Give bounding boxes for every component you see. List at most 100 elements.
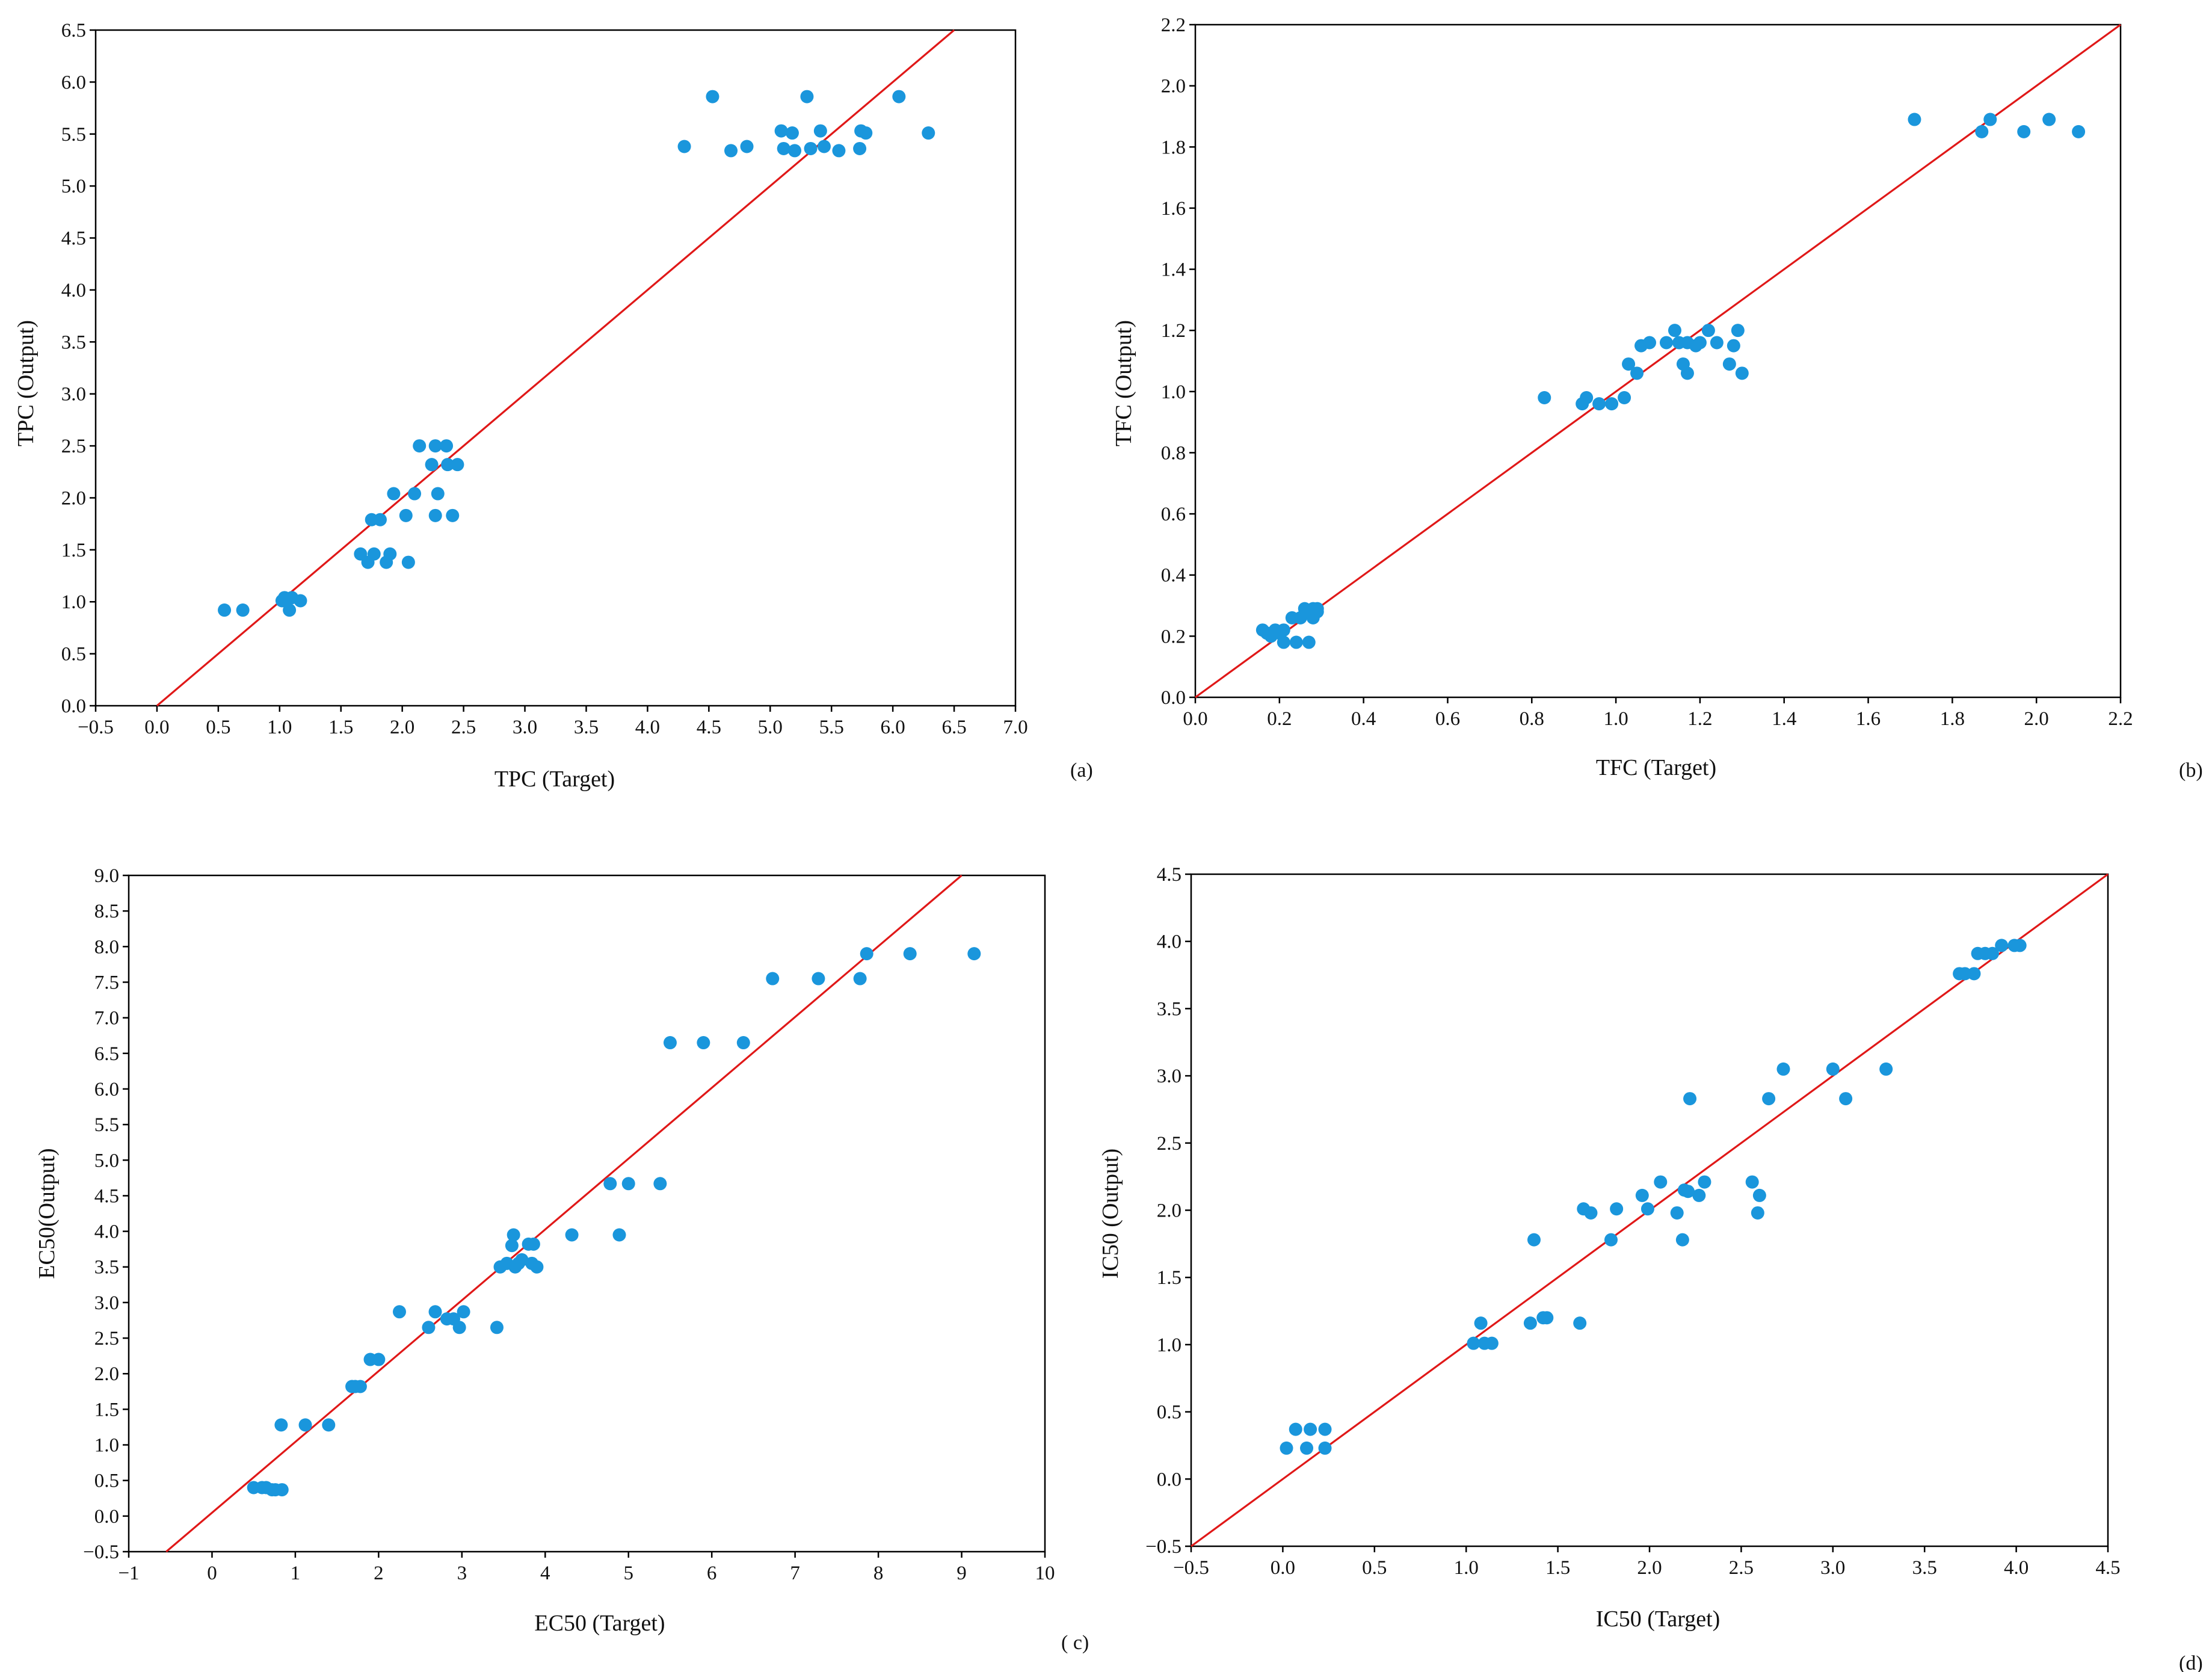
panel-a-data-point (387, 487, 401, 501)
panel-a-x-tick-label: 4.0 (635, 717, 660, 738)
panel-b-data-point (1727, 339, 1740, 353)
panel-d-data-point (1683, 1092, 1697, 1106)
panel-a-data-point (859, 126, 873, 140)
panel-d-label: (d) (2179, 1652, 2203, 1672)
panel-c-x-tick-label: 6 (707, 1562, 717, 1584)
panel-d-data-point (1967, 967, 1981, 981)
panel-b-x-axis-label: TFC (Target) (1596, 755, 1716, 780)
panel-d-data-point (1573, 1316, 1587, 1330)
panel-c-x-tick-label: 8 (873, 1562, 884, 1584)
panel-c-y-tick-label: 1.0 (94, 1435, 119, 1457)
panel-c-y-tick-label: 3.5 (94, 1257, 119, 1279)
panel-b-x-tick-label: 1.6 (1856, 708, 1881, 730)
panel-a-data-point (451, 458, 464, 472)
panel-d-y-tick-label: 3.0 (1157, 1066, 1181, 1087)
panel-a-data-point (441, 458, 455, 472)
panel-a-y-tick-label: 3.0 (61, 384, 86, 406)
panel-d-data-point (1681, 1185, 1695, 1198)
panel-c-x-tick-label: 4 (540, 1562, 550, 1584)
panel-a-y-tick-label: 5.0 (61, 176, 86, 197)
panel-a-y-tick-label: 1.0 (61, 591, 86, 613)
panel-a-data-point (440, 439, 454, 453)
panel-a-data-point (218, 603, 232, 617)
panel-c-data-point (736, 1036, 750, 1050)
panel-d-data-point (1610, 1202, 1624, 1216)
panel-a-data-point (785, 126, 799, 140)
panel-a-data-point (777, 141, 790, 155)
panel-d-x-tick-label: 3.0 (1820, 1557, 1845, 1579)
panel-a-data-point (425, 458, 439, 472)
panel-b-y-tick-label: 1.0 (1161, 381, 1186, 403)
panel-c-data-point (392, 1305, 406, 1319)
panel-b-y-tick-label: 0.8 (1161, 442, 1186, 464)
panel-b-data-point (2042, 113, 2056, 126)
panel-b-data-point (1722, 357, 1736, 371)
panel-b-x-tick-label: 0.6 (1435, 708, 1460, 730)
panel-d-x-tick-label: 2.5 (1729, 1557, 1754, 1579)
panel-d-data-point (1289, 1422, 1302, 1436)
panel-b-x-tick-label: 1.0 (1603, 708, 1628, 730)
panel-b-x-tick-label: 2.0 (2024, 708, 2049, 730)
panel-c-y-tick-label: 3.0 (94, 1292, 119, 1314)
panel-a-y-tick-label: 0.0 (61, 696, 86, 717)
panel-d-data-point (1318, 1441, 1332, 1455)
panel-d-data-point (1675, 1233, 1689, 1247)
panel-d-data-point (1523, 1316, 1537, 1330)
panel-c-data-point (903, 947, 917, 961)
panel-b-x-tick-label: 0.4 (1351, 708, 1376, 730)
panel-b-y-tick-label: 1.8 (1161, 137, 1186, 158)
panel-b-y-tick-label: 0.2 (1161, 626, 1186, 647)
panel-d-data-point (1879, 1062, 1893, 1076)
panel-a-data-point (724, 144, 738, 158)
panel-b-data-point (1605, 397, 1619, 411)
panel-c-data-point (860, 947, 873, 961)
panel-c: EC50 (Target) EC50(Output) ( c) −1 0 1 2 3 4 5… (34, 865, 1089, 1654)
panel-c-data-point (853, 972, 867, 986)
panel-a-y-tick-label: 5.5 (61, 124, 86, 146)
panel-a-x-tick-label: 6.5 (941, 717, 966, 738)
panel-d-data-point (1826, 1062, 1840, 1076)
panel-a-plot-frame (94, 29, 1017, 707)
panel-b-data-point (1277, 635, 1290, 649)
panel-c-data-point (967, 947, 981, 961)
panel-c-data-point (275, 1483, 289, 1497)
panel-a-x-tick-label: −0.5 (78, 717, 114, 738)
panel-d-y-tick-label: 0.0 (1157, 1469, 1181, 1490)
panel-a-x-tick-label: 2.0 (390, 717, 414, 738)
panel-c-y-tick-label: 6.0 (94, 1079, 119, 1100)
panel-a-data-point (922, 126, 935, 140)
panel-c-y-tick-label: 7.5 (94, 972, 119, 993)
panel-b-x-tick-label: 1.8 (1940, 708, 1965, 730)
panel-c-data-point (612, 1228, 626, 1242)
panel-d-x-tick-label: 0.0 (1271, 1557, 1295, 1579)
panel-d-x-axis-label: IC50 (Target) (1596, 1606, 1721, 1632)
panel-c-x-tick-label: −1 (118, 1562, 139, 1584)
panel-a-y-tick-label: 2.5 (61, 436, 86, 457)
panel-c-y-tick-label: 5.5 (94, 1114, 119, 1136)
panel-a-data-point (853, 141, 867, 155)
panel-b-y-axis-label: TFC (Output) (1111, 320, 1136, 446)
panel-c-y-tick-label: 2.5 (94, 1328, 119, 1350)
panel-b-data-point (1580, 390, 1594, 404)
panel-c-x-tick-label: 9 (957, 1562, 967, 1584)
panel-b-data-point (1701, 324, 1715, 338)
panel-b-x-tick-label: 0.8 (1520, 708, 1544, 730)
panel-c-data-point (372, 1353, 386, 1366)
panel-c-data-point (766, 972, 780, 986)
panel-d-data-point (1467, 1336, 1480, 1350)
panel-d-data-point (1300, 1441, 1314, 1455)
panel-c-data-point (812, 972, 825, 986)
panel-a-label: (a) (1070, 759, 1093, 782)
panel-b-data-point (1731, 324, 1745, 338)
panel-b-data-point (1908, 113, 1921, 126)
panel-c-y-tick-label: 1.5 (94, 1399, 119, 1421)
panel-c-data-point (452, 1321, 466, 1334)
panel-d-data-point (1670, 1206, 1684, 1220)
panel-b-data-point (1983, 113, 1997, 126)
panel-a-x-tick-label: 5.5 (819, 717, 844, 738)
panel-a-x-tick-label: 5.0 (758, 717, 783, 738)
panel-d-y-tick-label: 0.5 (1157, 1402, 1181, 1424)
panel-a-x-axis-label: TPC (Target) (494, 767, 615, 792)
panel-c-data-point (322, 1418, 336, 1432)
